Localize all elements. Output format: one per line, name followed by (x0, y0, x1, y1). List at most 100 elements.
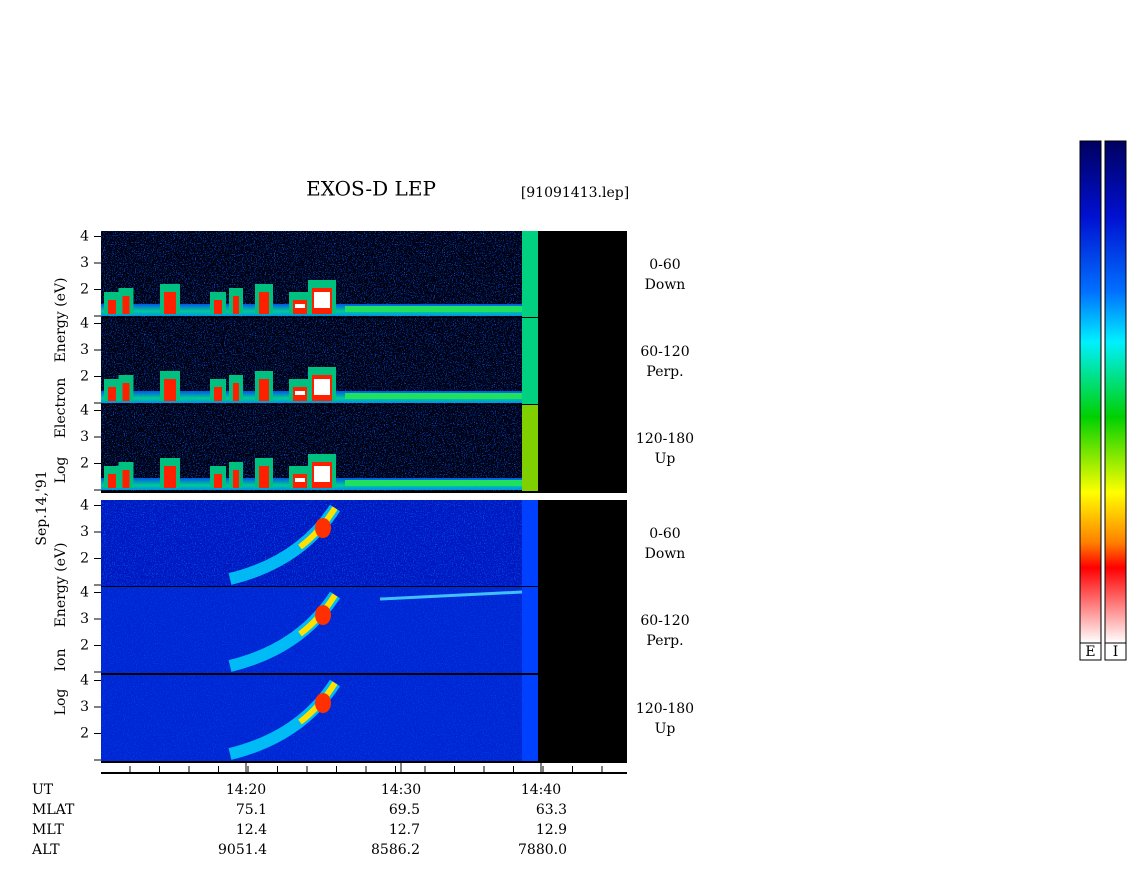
ephemeris-value: 14:40 (521, 782, 561, 798)
y-axis-label: Energy (eV) (53, 278, 69, 363)
channel-label: 60-120 (640, 613, 689, 629)
burst-peak (295, 391, 305, 395)
y-tick-label: 3 (80, 699, 89, 715)
channel-label: 0-60 (649, 526, 680, 542)
ephemeris-name: MLAT (32, 802, 75, 818)
y-axis-label: Electron (53, 378, 69, 439)
ephemeris-value: 12.4 (236, 822, 267, 838)
burst-core (122, 470, 130, 488)
title: EXOS-D LEP (306, 177, 436, 201)
y-tick-label: 2 (80, 456, 89, 472)
colorbar (1104, 140, 1127, 644)
ephemeris-value: 8586.2 (371, 842, 420, 858)
burst-core (233, 470, 239, 488)
ephemeris-value: 75.1 (236, 802, 267, 818)
y-tick-label: 4 (80, 229, 89, 245)
data-end-strip (522, 231, 538, 318)
burst-core (164, 292, 176, 314)
after-band (345, 306, 522, 312)
no-data (538, 231, 627, 318)
no-data (538, 500, 627, 587)
ephemeris-value: 7880.0 (518, 842, 567, 858)
file-name: [91091413.lep] (521, 185, 629, 201)
channel-label: Down (645, 277, 686, 293)
burst-peak (295, 478, 305, 482)
data-end-strip (522, 405, 538, 492)
channel-label: 0-60 (649, 257, 680, 273)
channel-label: Perp. (646, 364, 683, 380)
ephemeris-value: 14:20 (226, 782, 266, 798)
y-tick-label: 3 (80, 342, 89, 358)
y-tick-label: 4 (80, 585, 89, 601)
burst-peak (295, 304, 305, 308)
ephemeris-value: 12.7 (389, 822, 420, 838)
channel-label: Down (645, 546, 686, 562)
burst-core (164, 466, 176, 488)
burst-core (233, 296, 239, 314)
data-end-strip (522, 500, 538, 587)
colorbar-label: I (1113, 644, 1119, 660)
burst-core (214, 300, 222, 314)
burst-core (108, 474, 116, 488)
ephemeris-value: 63.3 (536, 802, 567, 818)
channel-label: 120-180 (636, 431, 694, 447)
burst-core (108, 300, 116, 314)
ephemeris-value: 12.9 (536, 822, 567, 838)
burst-peak (314, 379, 330, 395)
data-end-strip (522, 587, 538, 674)
channel-label: Up (655, 451, 676, 467)
y-axis-label: Log (53, 689, 69, 716)
ephemeris-value: 14:30 (381, 782, 421, 798)
y-tick-label: 2 (80, 726, 89, 742)
data-end-strip (522, 318, 538, 405)
colorbar (1079, 140, 1102, 644)
burst-peak (314, 292, 330, 308)
y-tick-label: 2 (80, 282, 89, 298)
y-tick-label: 2 (80, 551, 89, 567)
spectrogram-panels: 2 3 4 0-60 Down 2 3 4 60-120 Perp. 2 3 4 120-180 Up 2 3 4… (80, 229, 694, 763)
burst-core (164, 379, 176, 401)
data-end-strip (522, 675, 538, 762)
colorbar-label-box (1079, 642, 1102, 661)
y-tick-label: 2 (80, 369, 89, 385)
y-tick-label: 2 (80, 638, 89, 654)
burst-core (108, 387, 116, 401)
y-tick-label: 4 (80, 498, 89, 514)
burst-core (122, 383, 130, 401)
ion-peak (315, 693, 331, 713)
burst-core (259, 292, 269, 314)
no-data (538, 587, 627, 674)
burst-core (233, 383, 239, 401)
ion-peak (315, 518, 331, 538)
y-tick-label: 4 (80, 673, 89, 689)
colorbar-label-box (1104, 642, 1127, 661)
ephemeris-name: MLT (32, 822, 64, 838)
no-data (538, 675, 627, 762)
colorbar-label: E (1085, 644, 1095, 660)
channel-label: Perp. (646, 633, 683, 649)
channel-label: Up (655, 721, 676, 737)
y-axis-label: Ion (53, 649, 69, 672)
no-data (538, 318, 627, 405)
y-axis-label: Energy (eV) (53, 543, 69, 628)
y-tick-label: 3 (80, 429, 89, 445)
y-tick-label: 3 (80, 524, 89, 540)
date-label: Sep.14,'91 (34, 470, 50, 545)
no-data (538, 405, 627, 492)
ephemeris-name: ALT (31, 842, 60, 858)
burst-core (214, 474, 222, 488)
channel-label: 120-180 (636, 701, 694, 717)
burst-core (214, 387, 222, 401)
after-band (345, 480, 522, 486)
burst-peak (314, 466, 330, 482)
channel-label: 60-120 (640, 344, 689, 360)
y-tick-label: 4 (80, 316, 89, 332)
after-band (345, 393, 522, 399)
burst-core (259, 466, 269, 488)
y-tick-label: 3 (80, 255, 89, 271)
y-tick-label: 4 (80, 403, 89, 419)
ephemeris-name: UT (32, 782, 54, 798)
ephemeris-value: 9051.4 (218, 842, 267, 858)
burst-core (259, 379, 269, 401)
